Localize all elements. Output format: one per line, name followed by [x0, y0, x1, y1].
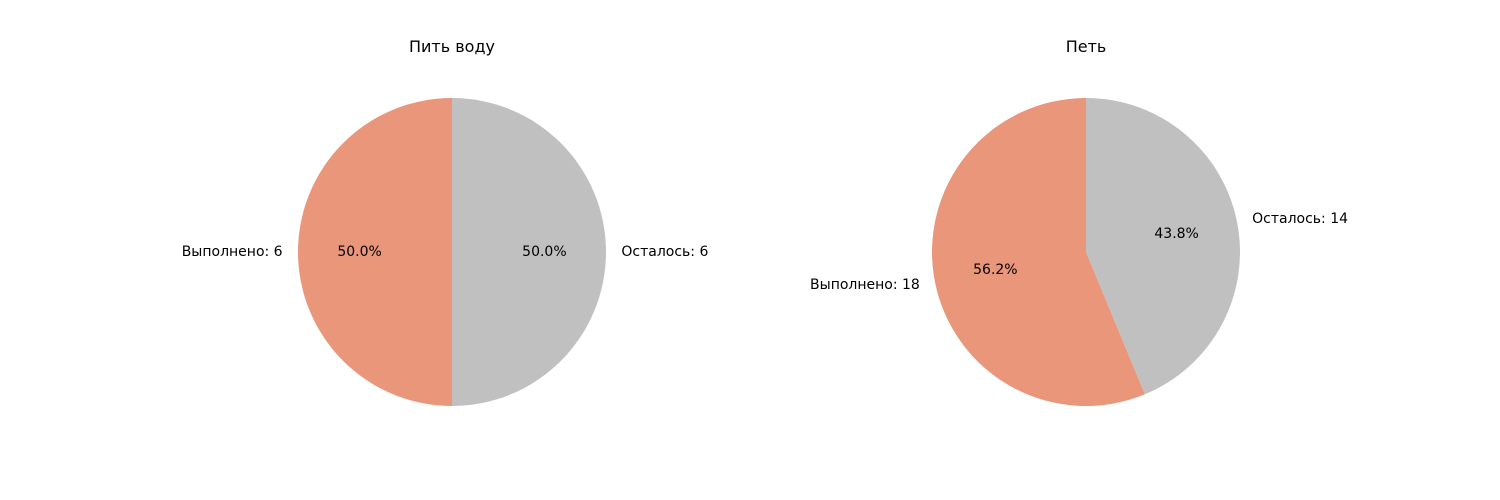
slice-label: Выполнено: 18	[810, 277, 920, 293]
pie-chart-sing: Выполнено: 18 56.2% Осталось: 14 43.8% Петь	[810, 37, 1348, 406]
chart-title: Пить воду	[409, 37, 495, 56]
slice-percent-label: 56.2%	[973, 262, 1017, 278]
slice-label: Осталось: 14	[1252, 211, 1348, 227]
slice-label: Выполнено: 6	[182, 244, 283, 260]
slice-percent-label: 43.8%	[1154, 226, 1198, 242]
slice-percent-label: 50.0%	[522, 244, 566, 260]
chart-title: Петь	[1066, 37, 1107, 56]
slice-percent-label: 50.0%	[337, 244, 381, 260]
pie-slice-0	[298, 98, 452, 406]
slice-label: Осталось: 6	[621, 244, 708, 260]
pie-slice-1	[452, 98, 606, 406]
pie-slice-0	[931, 98, 1145, 406]
pie-slice-1	[1086, 97, 1240, 395]
pie-chart-drink-water: Выполнено: 6 50.0% Осталось: 6 50.0% Пить во…	[182, 37, 708, 406]
